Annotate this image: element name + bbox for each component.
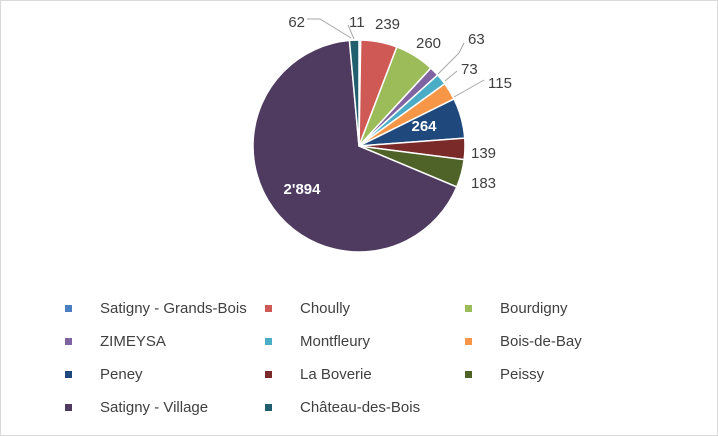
legend-label: Choully xyxy=(300,299,351,317)
legend-label: Bois-de-Bay xyxy=(500,332,582,350)
leader-line-montfleury xyxy=(444,70,458,82)
legend-swatch-bois-de-bay xyxy=(465,337,472,345)
legend-label: Peissy xyxy=(500,365,545,383)
legend-item-bois-de-bay: Bois-de-Bay xyxy=(465,330,665,352)
data-label-peney: 264 xyxy=(411,118,437,135)
pie-slice-chateau-des-bois xyxy=(348,39,360,147)
legend-item-choully: Choully xyxy=(265,297,465,319)
legend-label: Bourdigny xyxy=(500,299,568,317)
chart-legend: Satigny - Grands-Bois Choully Bourdigny ZIM… xyxy=(65,297,665,418)
legend-label: La Boverie xyxy=(300,365,372,383)
legend-swatch-montfleury xyxy=(265,337,272,345)
data-label-chateau-des-bois: 62 xyxy=(288,14,305,31)
data-label-zimeysa: 63 xyxy=(468,31,485,48)
legend-item-satigny-grands-bois: Satigny - Grands-Bois xyxy=(65,297,265,319)
legend-label: Peney xyxy=(100,365,143,383)
legend-label: Satigny - Village xyxy=(100,398,209,416)
leader-line-bois-de-bay xyxy=(453,79,485,98)
data-label-satigny-village: 2'894 xyxy=(284,181,322,198)
legend-swatch-la-boverie xyxy=(265,370,272,378)
legend-item-montfleury: Montfleury xyxy=(265,330,465,352)
pie-slice-satigny-village xyxy=(252,39,458,253)
data-label-satigny-grands-bois: 11 xyxy=(349,14,365,31)
legend-item-satigny-village: Satigny - Village xyxy=(65,396,265,418)
data-label-montfleury: 73 xyxy=(461,61,478,78)
legend-swatch-choully xyxy=(265,304,272,312)
legend-item-chateau-des-bois: Château-des-Bois xyxy=(265,396,465,418)
legend-swatch-satigny-village xyxy=(65,403,72,411)
legend-label: ZIMEYSA xyxy=(100,332,166,350)
legend-label: Montfleury xyxy=(300,332,371,350)
data-label-choully: 239 xyxy=(375,16,400,33)
legend-swatch-zimeysa xyxy=(65,337,72,345)
legend-item-zimeysa: ZIMEYSA xyxy=(65,330,265,352)
data-label-bois-de-bay: 115 xyxy=(488,75,512,92)
legend-swatch-satigny-grands-bois xyxy=(65,304,72,312)
legend-swatch-peissy xyxy=(465,370,472,378)
legend-item-la-boverie: La Boverie xyxy=(265,363,465,385)
leader-line-zimeysa xyxy=(437,42,465,75)
leader-line-chateau-des-bois xyxy=(307,18,352,39)
data-label-bourdigny: 260 xyxy=(416,35,441,52)
legend-swatch-bourdigny xyxy=(465,304,472,312)
legend-swatch-peney xyxy=(65,370,72,378)
data-label-peissy: 183 xyxy=(471,175,496,192)
legend-label: Satigny - Grands-Bois xyxy=(100,299,247,317)
leader-line-satigny-grands-bois xyxy=(347,24,355,40)
legend-swatch-chateau-des-bois xyxy=(265,403,272,411)
legend-item-peney: Peney xyxy=(65,363,265,385)
legend-item-bourdigny: Bourdigny xyxy=(465,297,665,319)
legend-label: Château-des-Bois xyxy=(300,398,421,416)
legend-item-peissy: Peissy xyxy=(465,363,665,385)
data-label-la-boverie: 139 xyxy=(471,145,496,162)
